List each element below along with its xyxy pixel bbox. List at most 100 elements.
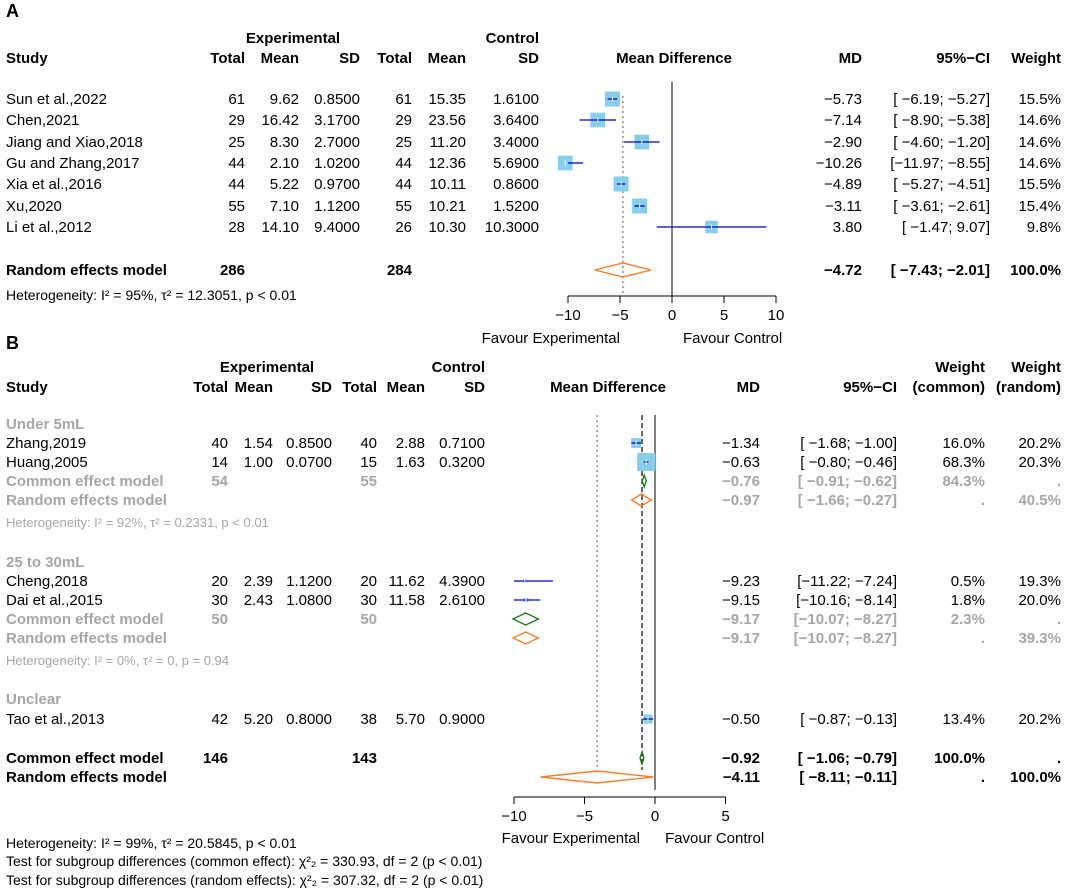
common-model-label: Common effect model	[6, 473, 164, 490]
common-weight-random: .	[1057, 750, 1061, 767]
ci-value: [ −1.47; 9.07]	[902, 219, 990, 236]
random-model-label: Random effects model	[6, 492, 167, 509]
ctrl-sd: 3.6400	[493, 112, 539, 129]
weight-value: 14.6%	[1018, 112, 1061, 129]
ci-value: [ −5.27; −4.51]	[893, 176, 990, 193]
study-name: Xia et al.,2016	[6, 176, 102, 193]
common-weight-random: .	[1057, 611, 1061, 628]
common-exp-total: 146	[203, 750, 228, 767]
ctrl-total: 30	[360, 592, 377, 609]
pooled-ctrl-total: 284	[387, 262, 413, 279]
ctrl-sd: 0.9000	[439, 711, 485, 728]
weight-random-value: 19.3%	[1018, 573, 1061, 590]
common-ci: [−10.07; −8.27]	[794, 611, 897, 628]
pooled-md: −4.72	[824, 262, 862, 279]
ctrl-sd: 0.8600	[493, 176, 539, 193]
weight-random-value: 20.2%	[1018, 711, 1061, 728]
exp-mean: 16.42	[261, 112, 299, 129]
header-ctrl-sd-b: SD	[464, 379, 485, 396]
header-control-b: Control	[432, 359, 485, 376]
weight-value: 9.8%	[1027, 219, 1061, 236]
favour-experimental-b: Favour Experimental	[502, 830, 640, 847]
weight-common-value: 0.5%	[951, 573, 985, 590]
exp-sd: 0.0700	[286, 454, 332, 471]
study-name: Zhang,2019	[6, 435, 86, 452]
header-exp-mean: Mean	[261, 50, 299, 67]
ctrl-sd: 1.6100	[493, 91, 539, 108]
random-weight-common: .	[981, 492, 985, 509]
ctrl-total: 44	[395, 155, 412, 172]
common-effect-diamond	[511, 612, 541, 626]
weight-common-value: 68.3%	[942, 454, 985, 471]
weight-value: 14.6%	[1018, 134, 1061, 151]
common-weight-common: 84.3%	[942, 473, 985, 490]
subgroup-title: Under 5mL	[6, 416, 84, 433]
exp-total: 55	[228, 198, 245, 215]
ctrl-sd: 1.5200	[493, 198, 539, 215]
exp-total: 25	[228, 134, 245, 151]
ctrl-mean: 12.36	[428, 155, 466, 172]
random-effect-diamond	[630, 493, 653, 507]
random-weight-common: .	[981, 630, 985, 647]
ci-value: [−11.22; −7.24]	[797, 573, 897, 590]
footer-line: Test for subgroup differences (random ef…	[6, 872, 483, 888]
random-weight-random: 100.0%	[1010, 769, 1061, 786]
md-value: −9.15	[722, 592, 760, 609]
common-md: −9.17	[722, 611, 760, 628]
weight-value: 14.6%	[1018, 155, 1061, 172]
ctrl-total: 55	[395, 198, 412, 215]
study-name: Chen,2021	[6, 112, 79, 129]
exp-sd: 9.4000	[314, 219, 360, 236]
panel-label-b: B	[6, 333, 19, 353]
common-model-label: Common effect model	[6, 750, 164, 767]
md-value: −10.26	[816, 155, 862, 172]
exp-total: 14	[211, 454, 228, 471]
header-ctrl-mean-b: Mean	[387, 379, 425, 396]
exp-mean: 1.00	[244, 454, 273, 471]
study-name: Sun et al.,2022	[6, 91, 107, 108]
random-effects-diamond	[594, 262, 652, 278]
exp-sd: 2.7000	[314, 134, 360, 151]
ctrl-sd: 10.3000	[485, 219, 539, 236]
pooled-exp-total: 286	[220, 262, 245, 279]
header-md: MD	[839, 50, 862, 67]
header-exp-total: Total	[210, 50, 245, 67]
x-tick-label-a: −10	[555, 307, 580, 324]
header-experimental: Experimental	[246, 30, 340, 47]
ci-value: [ −1.68; −1.00]	[800, 435, 897, 452]
ctrl-total: 20	[360, 573, 377, 590]
md-value: −7.14	[824, 112, 862, 129]
favour-control-b: Favour Control	[665, 830, 764, 847]
header-ctrl-mean: Mean	[428, 50, 466, 67]
weight-random-value: 20.2%	[1018, 435, 1061, 452]
exp-mean: 7.10	[270, 198, 299, 215]
ctrl-sd: 5.6900	[493, 155, 539, 172]
exp-total: 61	[228, 91, 245, 108]
random-ci: [−10.07; −8.27]	[794, 630, 897, 647]
study-name: Li et al.,2012	[6, 219, 92, 236]
weight-value: 15.5%	[1018, 176, 1061, 193]
weight-random-value: 20.3%	[1018, 454, 1061, 471]
ci-value: [ −4.60; −1.20]	[893, 134, 990, 151]
exp-mean: 5.20	[244, 711, 273, 728]
exp-sd: 1.0200	[314, 155, 360, 172]
footer-line: Test for subgroup differences (common ef…	[6, 853, 482, 869]
pooled-ci: [ −7.43; −2.01]	[891, 262, 990, 279]
ctrl-mean: 1.63	[396, 454, 425, 471]
subgroup-heterogeneity: Heterogeneity: I² = 0%, τ² = 0, p = 0.94	[6, 653, 229, 668]
random-model-label: Random effects model	[6, 769, 167, 786]
ctrl-sd: 0.3200	[439, 454, 485, 471]
subgroup-title: 25 to 30mL	[6, 554, 84, 571]
exp-mean: 2.39	[244, 573, 273, 590]
ctrl-total: 26	[395, 219, 412, 236]
x-tick-label-b: 0	[651, 808, 659, 825]
common-md: −0.76	[722, 473, 760, 490]
common-ci: [ −1.06; −0.79]	[798, 750, 897, 767]
md-value: −1.34	[722, 435, 760, 452]
exp-mean: 2.10	[270, 155, 299, 172]
subgroup-heterogeneity: Heterogeneity: I² = 92%, τ² = 0.2331, p …	[6, 515, 269, 530]
header-study-b: Study	[6, 379, 48, 396]
exp-total: 44	[228, 176, 245, 193]
ctrl-mean: 11.20	[430, 134, 466, 151]
header-random-b: (random)	[996, 379, 1061, 396]
